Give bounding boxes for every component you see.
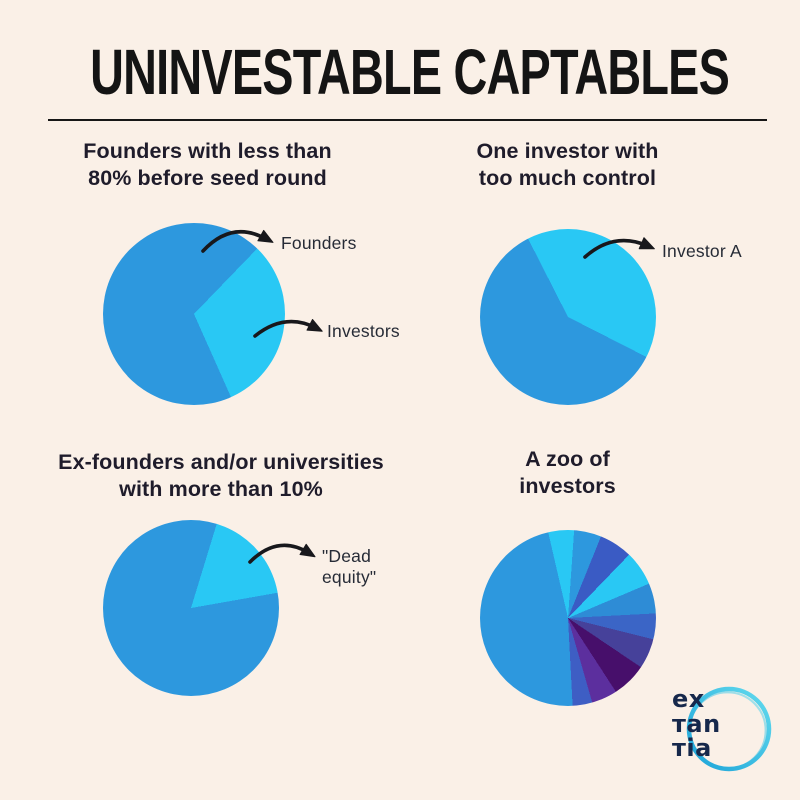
brand-wordmark-line: тia [672,734,712,762]
brand-logo: ex тan тia [668,686,783,786]
callout-label-founders: Founders [281,233,357,253]
pie-chart-founders-80 [103,223,285,405]
section-title-line: A zoo of [525,447,610,471]
callout-label-investors: Investors [327,321,400,341]
section-title-line: One investor with [476,139,659,163]
section-title-one-investor: One investor with too much control [415,138,720,192]
section-title-line: too much control [478,166,657,190]
pie-chart-one-investor [480,229,656,405]
section-title-founders-80: Founders with less than 80% before seed … [40,138,375,192]
section-title-line: 80% before seed round [88,166,327,190]
page-title: UNINVESTABLE CAPTABLES [0,36,800,109]
brand-wordmark-line: тan [672,709,721,738]
callout-label-investor-a: Investor A [662,241,742,261]
callout-label-line: "Dead [322,546,372,566]
section-title-line: Ex-founders and/or universities [58,450,384,474]
callout-label-line: equity" [322,567,377,587]
brand-wordmark: ex тan тia [672,687,721,761]
brand-ring-icon [686,686,772,772]
section-title-line: with more than 10% [119,477,323,501]
section-title-line: Founders with less than [83,139,332,163]
title-divider [48,119,767,121]
page-title-text: UNINVESTABLE CAPTABLES [90,36,730,109]
section-title-zoo: A zoo of investors [415,446,720,500]
section-title-line: investors [519,474,616,498]
pie-chart-zoo-of-investors [480,530,656,706]
pie-chart-dead-equity [103,520,279,696]
callout-label-dead-equity: "Dead equity" [322,546,376,588]
section-title-dead-equity: Ex-founders and/or universities with mor… [30,449,412,503]
brand-wordmark-line: ex [672,685,705,713]
